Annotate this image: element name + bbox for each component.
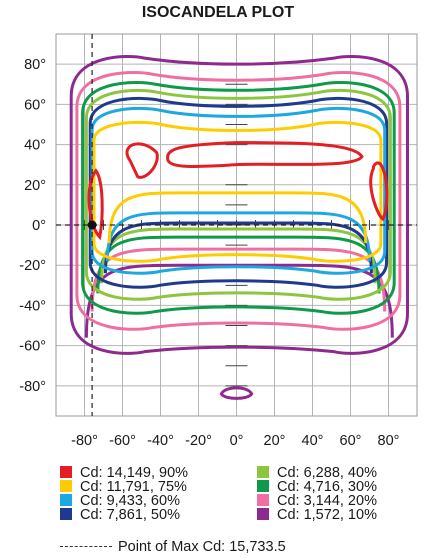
legend-swatch [257, 466, 269, 478]
contour-40pct [84, 88, 392, 301]
legend-label: Cd: 9,433, 60% [80, 493, 180, 509]
y-tick-label-8: -80° [19, 379, 46, 395]
legend-swatch [257, 494, 269, 506]
legend-column-left: Cd: 14,149, 90% Cd: 11,791, 75% Cd: 9,433,… [60, 466, 188, 522]
legend-label: Cd: 7,861, 50% [80, 507, 180, 523]
legend-item-60pct: Cd: 9,433, 60% [60, 494, 188, 508]
contour-90pct-left [87, 168, 104, 241]
max-point-marker [87, 220, 97, 230]
contour-60pct [90, 106, 387, 275]
legend-item-10pct: Cd: 1,572, 10% [257, 508, 377, 522]
contour-75pct-inner [107, 191, 368, 244]
contour-75pct [92, 120, 383, 263]
isocandela-plot: -80° -60° -40° -20° 0° 20° 40° 60° 80° 80° 60° 40° 2… [19, 33, 418, 449]
chart-title: ISOCANDELA PLOT [141, 4, 295, 21]
dashed-line-swatch [60, 546, 112, 547]
x-tick-label-1: -60° [109, 433, 136, 449]
legend-label: Cd: 6,288, 40% [277, 465, 377, 481]
contour-20pct [75, 70, 402, 331]
legend-item-50pct: Cd: 7,861, 50% [60, 508, 188, 522]
contour-60pct-inner [105, 211, 371, 262]
y-tick-label-6: -40° [19, 298, 46, 314]
legend-swatch [60, 508, 72, 520]
contour-10pct [69, 55, 409, 355]
legend-item-40pct: Cd: 6,288, 40% [257, 466, 377, 480]
contour-50pct-inner [103, 221, 373, 274]
x-tick-label-4: 0° [230, 433, 244, 449]
x-tick-label-5: 20° [264, 433, 286, 449]
contour-10pct-inner [84, 263, 394, 338]
contour-30pct [81, 80, 396, 315]
legend-label: Cd: 4,716, 30% [277, 479, 377, 495]
y-tick-label-5: -20° [19, 258, 46, 274]
legend-item-30pct: Cd: 4,716, 30% [257, 480, 377, 494]
contour-90pct-right [369, 161, 389, 222]
y-tick-label-7: -60° [19, 339, 46, 355]
x-tick-label-8: 80° [378, 433, 400, 449]
legend-swatch [257, 480, 269, 492]
legend-column-right: Cd: 6,288, 40% Cd: 4,716, 30% Cd: 3,144, 2… [257, 466, 377, 522]
contour-90pct-upper-band [166, 141, 364, 168]
legend-label: Cd: 14,149, 90% [80, 465, 189, 481]
contour-90pct-upper-left [125, 142, 159, 179]
y-tick-label-1: 60° [24, 97, 46, 113]
y-tick-label-0: 80° [24, 57, 46, 73]
legend-label: Cd: 11,791, 75% [80, 479, 187, 495]
x-tick-label-3: -20° [185, 433, 212, 449]
max-point-note: Point of Max Cd: 15,733.5 [60, 539, 286, 555]
x-tick-label-6: 40° [302, 433, 324, 449]
y-tick-label-2: 40° [24, 138, 46, 154]
legend-label: Cd: 3,144, 20% [277, 493, 377, 509]
y-tick-label-3: 20° [24, 178, 46, 194]
legend-swatch [60, 480, 72, 492]
legend-item-90pct: Cd: 14,149, 90% [60, 466, 188, 480]
contour-10pct-bottom-blob [219, 386, 254, 400]
legend-swatch [60, 466, 72, 478]
y-tick-label-4: 0° [32, 218, 46, 234]
x-tick-label-7: 60° [340, 433, 362, 449]
legend-item-75pct: Cd: 11,791, 75% [60, 480, 188, 494]
x-tick-label-2: -40° [147, 433, 174, 449]
legend-label: Cd: 1,572, 10% [277, 507, 377, 523]
max-point-label: Point of Max Cd: 15,733.5 [118, 539, 286, 555]
legend-item-20pct: Cd: 3,144, 20% [257, 494, 377, 508]
legend-swatch [60, 494, 72, 506]
contour-50pct [88, 96, 389, 289]
x-tick-label-0: -80° [71, 433, 98, 449]
legend-swatch [257, 508, 269, 520]
